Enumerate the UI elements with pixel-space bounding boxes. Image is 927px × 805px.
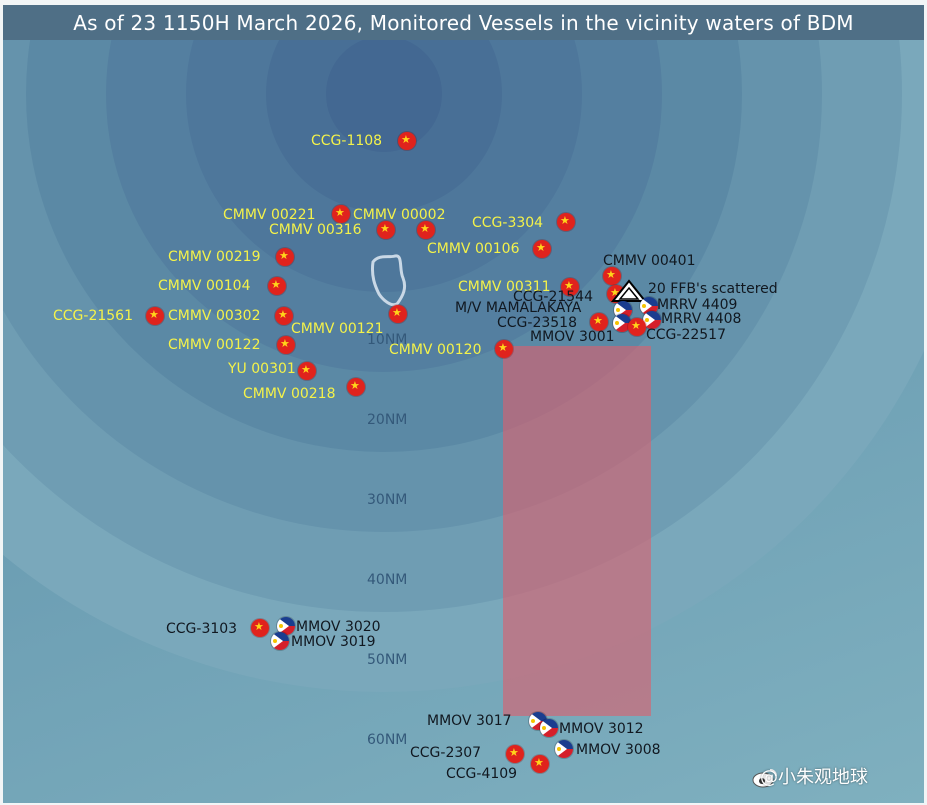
vessel-label: CMMV 00106 [427,241,520,257]
philippines-flag-icon [613,314,631,332]
vessel-label: MRRV 4409 [657,297,738,313]
vessel-label: CCG-21544 [513,289,593,305]
philippines-flag-icon [271,632,289,650]
title-bar: As of 23 1150H March 2026, Monitored Ves… [3,5,924,40]
fishing-boat-cluster-icon [611,279,647,302]
vessel-label: CCG-2307 [410,745,482,761]
vessel-label: MMOV 3020 [296,619,381,635]
range-ring-0 [326,40,442,152]
watermark: @小朱观地球 [760,767,868,788]
china-flag-icon: ★ [389,305,407,323]
philippines-flag-icon [540,719,558,737]
vessel-label: MMOV 3012 [559,721,644,737]
china-flag-icon: ★ [276,248,294,266]
weibo-logo-icon [752,769,777,788]
vessel-label: M/V MAMALAKAYA [455,300,582,316]
china-flag-icon: ★ [251,619,269,637]
vessel-label: CCG-1108 [311,133,383,149]
vessel-label: YU 00301 [228,361,296,377]
vessel-label: CMMV 00104 [158,278,251,294]
vessel-label: CMMV 00302 [168,308,261,324]
china-flag-icon: ★ [417,221,435,239]
highlighted-zone [503,346,651,716]
vessel-label: CMMV 00316 [269,222,362,238]
china-flag-icon: ★ [298,362,316,380]
vessel-label: CMMV 00218 [243,386,336,402]
china-flag-icon: ★ [268,277,286,295]
china-flag-icon: ★ [146,307,164,325]
china-flag-icon: ★ [506,745,524,763]
shoal-outline [371,254,407,307]
ring-label-10nm: 10NM [367,332,408,348]
vessel-label: CMMV 00221 [223,207,316,223]
vessel-label: CMMV 00122 [168,337,261,353]
china-flag-icon: ★ [495,340,513,358]
vessel-label: MMOV 3017 [427,713,512,729]
vessel-label: CCG-3304 [472,215,544,231]
ring-label-20nm: 20NM [367,412,408,428]
philippines-flag-icon [643,311,661,329]
vessel-label: CMMV 00401 [603,253,696,269]
china-flag-icon: ★ [561,278,579,296]
vessel-label: MMOV 3019 [291,634,376,650]
philippines-flag-icon [640,297,658,315]
vessel-label: CCG-22517 [646,327,726,343]
ffb-label: 20 FFB's scattered [648,281,778,297]
map-title: As of 23 1150H March 2026, Monitored Ves… [73,10,854,35]
china-flag-icon: ★ [377,221,395,239]
vessel-label: CCG-23518 [497,315,577,331]
china-flag-icon: ★ [531,755,549,773]
china-flag-icon: ★ [533,240,551,258]
map-area: 10NM 20NM 30NM 40NM 50NM 60NM CCG-1108 ★… [3,40,924,803]
vessel-label: MRRV 4408 [661,311,742,327]
china-flag-icon: ★ [603,267,621,285]
china-flag-icon: ★ [277,336,295,354]
vessel-label: CMMV 00219 [168,249,261,265]
ring-label-50nm: 50NM [367,652,408,668]
ring-label-30nm: 30NM [367,492,408,508]
china-flag-icon: ★ [332,205,350,223]
vessel-label: MMOV 3001 [530,329,615,345]
ring-label-40nm: 40NM [367,572,408,588]
vessel-label: CCG-21561 [53,308,133,324]
vessel-label: CMMV 00120 [389,342,482,358]
china-flag-icon: ★ [557,213,575,231]
china-flag-icon: ★ [398,132,416,150]
vessel-label: CCG-4109 [446,766,518,782]
vessel-label: MMOV 3008 [576,742,661,758]
ring-label-60nm: 60NM [367,732,408,748]
china-flag-icon: ★ [347,378,365,396]
china-flag-icon: ★ [628,318,646,336]
vessel-label: CMMV 00121 [291,321,384,337]
china-flag-icon: ★ [275,307,293,325]
china-flag-icon: ★ [590,313,608,331]
vessel-label: CMMV 00002 [353,207,446,223]
philippines-flag-icon [277,617,295,635]
vessel-label: CMMV 00311 [458,279,551,295]
philippines-flag-icon [555,740,573,758]
vessel-label: CCG-3103 [166,621,238,637]
